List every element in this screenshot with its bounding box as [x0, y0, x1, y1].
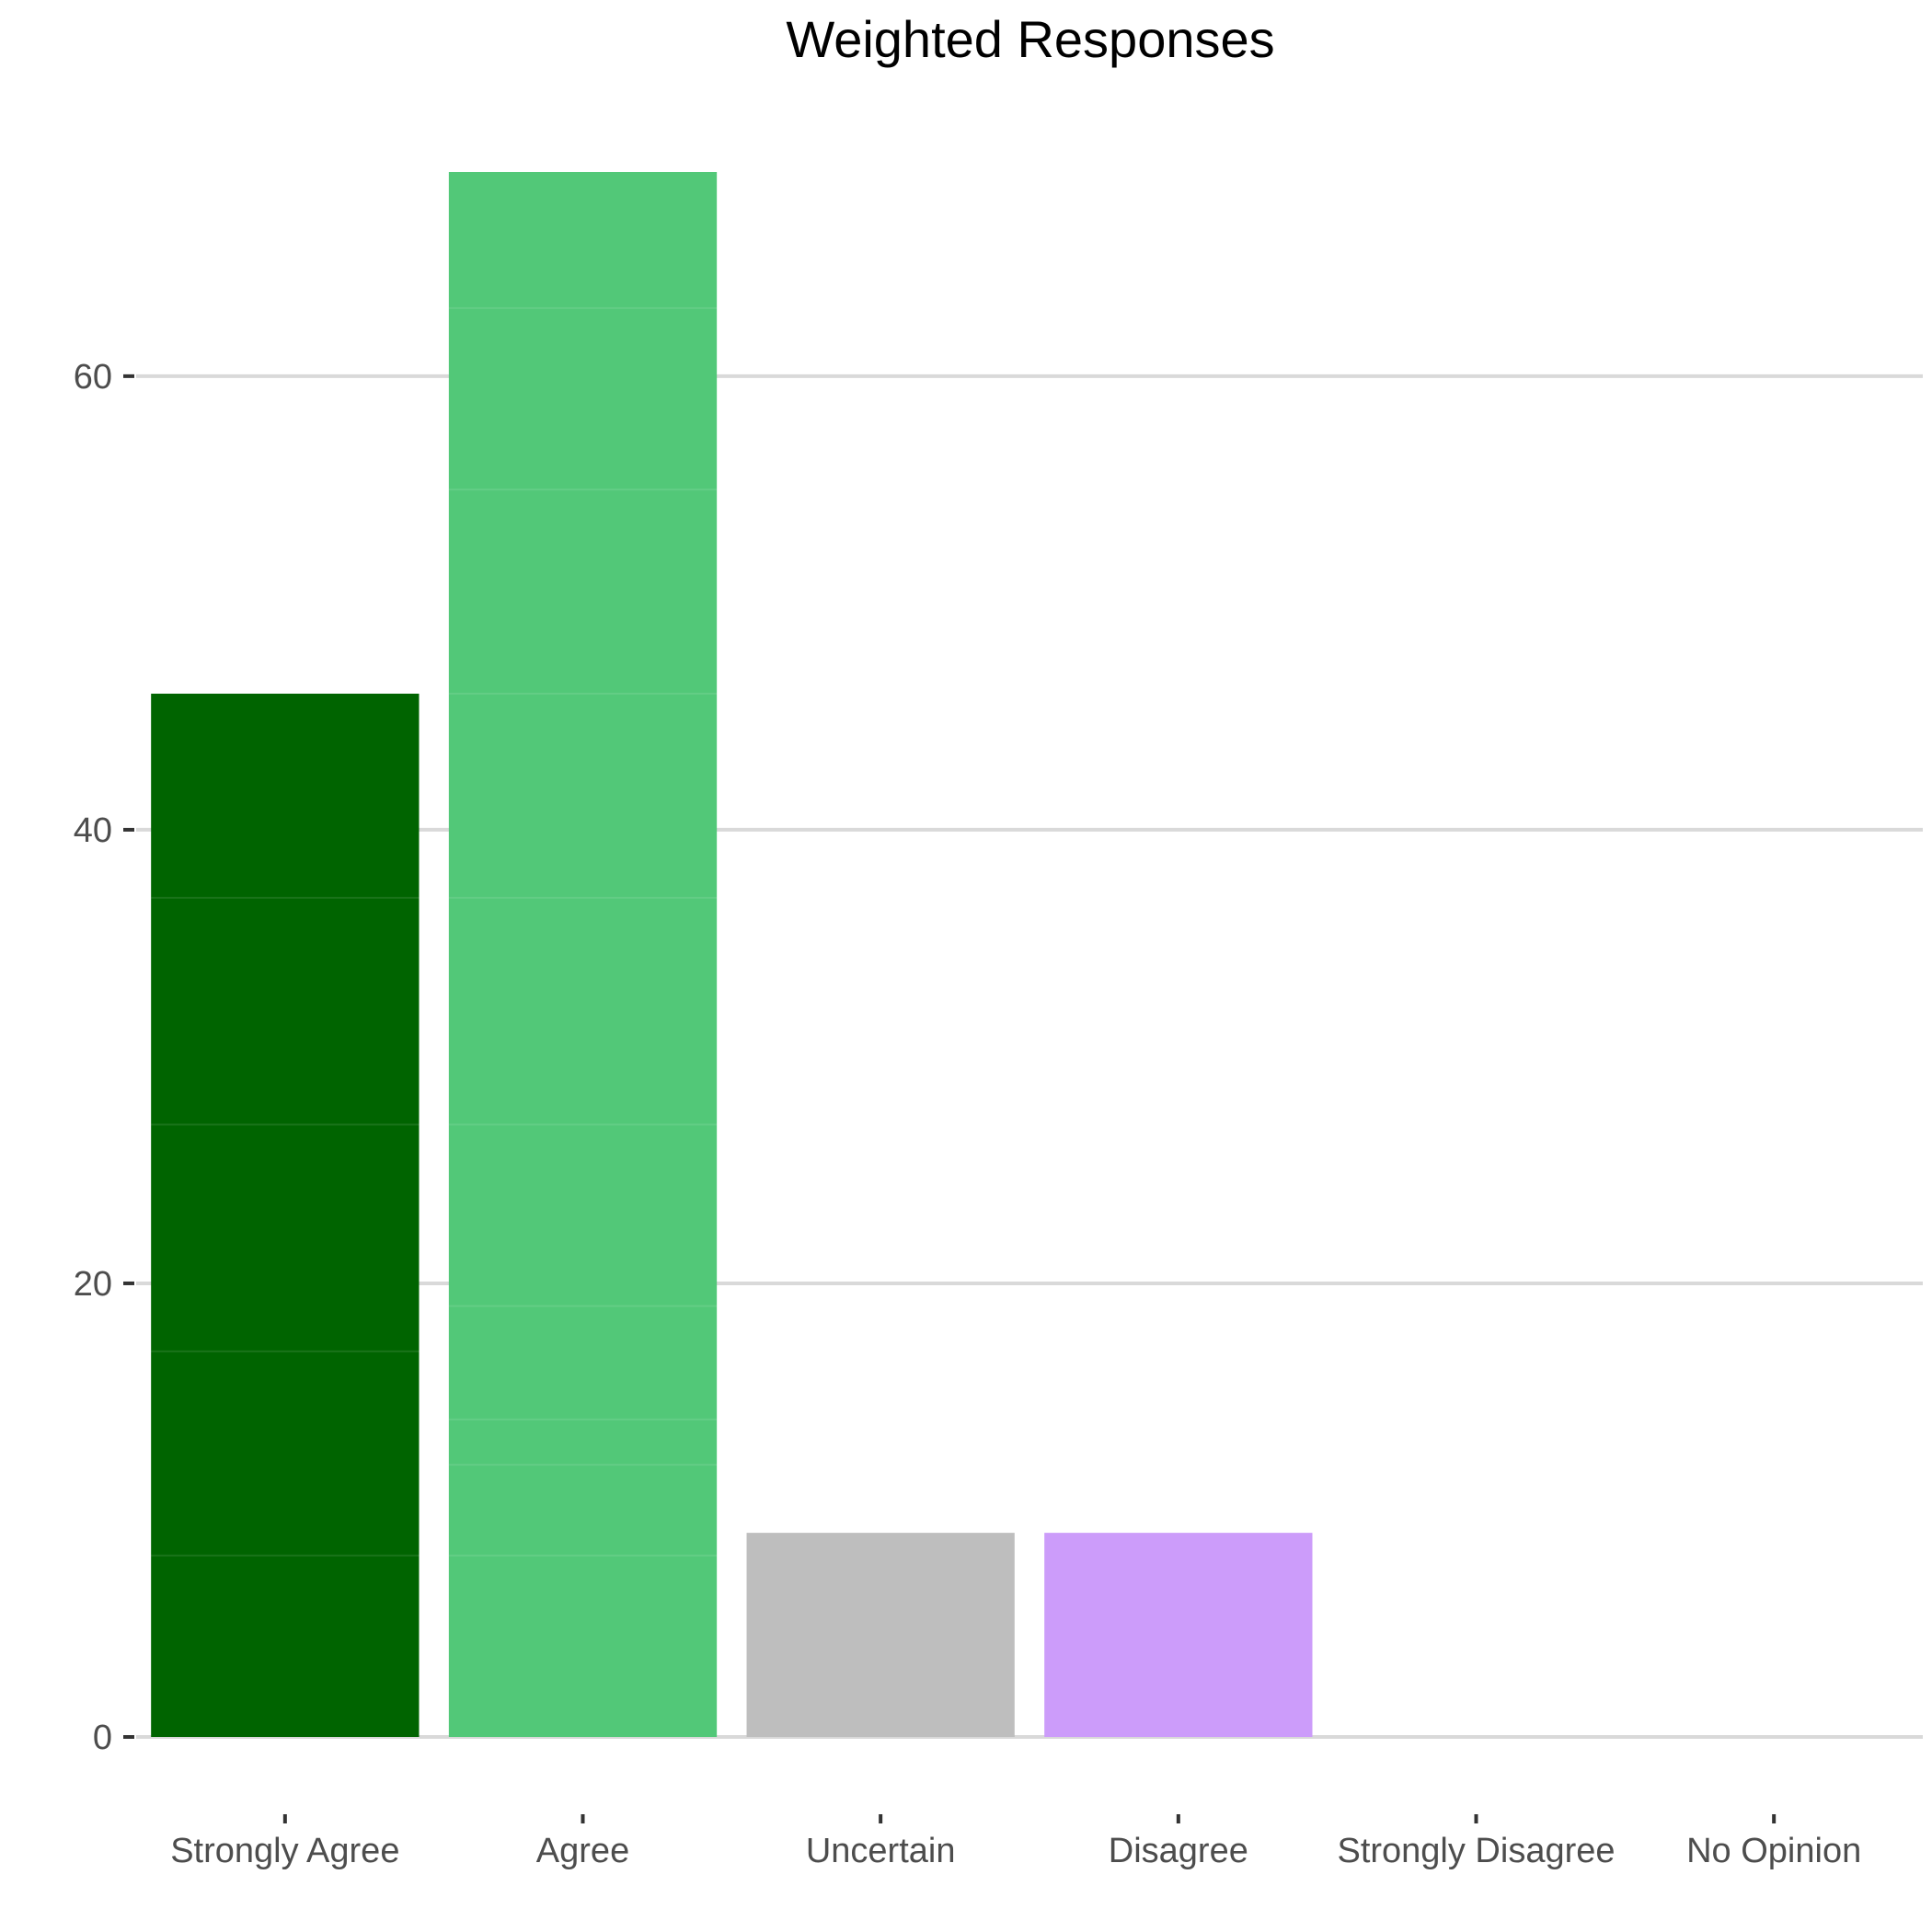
bar-uncertain: [746, 1533, 1015, 1737]
y-tick-label-40: 40: [74, 811, 112, 850]
chart-title: Weighted Responses: [786, 10, 1274, 68]
y-tick-label-60: 60: [74, 358, 112, 397]
bar-disagree: [1044, 1533, 1313, 1737]
bar-agree: [448, 172, 718, 1737]
x-tick-label-disagree: Disagree: [1109, 1832, 1248, 1870]
bars: [151, 172, 1313, 1737]
x-tick-label-uncertain: Uncertain: [806, 1832, 956, 1870]
bar-strongly-agree: [151, 694, 420, 1737]
x-axis: Strongly Agree Agree Uncertain Disagree Stro…: [170, 1814, 1861, 1870]
y-axis: 0 20 40 60: [74, 358, 134, 1757]
y-tick-label-20: 20: [74, 1265, 112, 1304]
x-tick-label-strongly-agree: Strongly Agree: [170, 1832, 399, 1870]
x-tick-label-strongly-disagree: Strongly Disagree: [1337, 1832, 1615, 1870]
y-tick-label-0: 0: [93, 1719, 112, 1757]
x-tick-label-agree: Agree: [536, 1832, 629, 1870]
gridlines: [136, 374, 1923, 1739]
x-tick-label-no-opinion: No Opinion: [1686, 1832, 1861, 1870]
